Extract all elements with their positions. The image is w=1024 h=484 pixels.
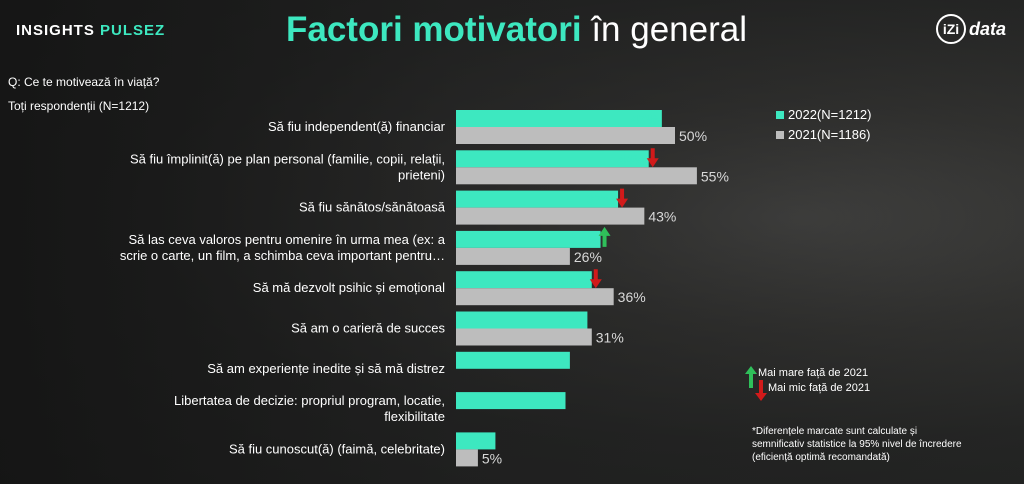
legend-swatch-2021: [776, 131, 784, 139]
data-label-2022: 37%: [587, 192, 616, 208]
izi-data-logo: iZi data: [936, 14, 1006, 44]
category-label: Să fiu sănătos/sănătoasă: [299, 200, 446, 215]
category-label: Să am experiențe inedite și să mă distre…: [207, 361, 445, 376]
category-label: Să mă dezvolt psihic și emoțional: [253, 280, 445, 295]
down-arrow-icon: [589, 269, 602, 289]
brand-part1: INSIGHTS: [16, 22, 95, 39]
up-arrow-icon: [598, 226, 611, 247]
data-label-2022: 33%: [570, 232, 599, 248]
category-label: Să am o carieră de succes: [291, 321, 445, 336]
down-arrow-icon: [755, 380, 767, 401]
title-rest: în general: [581, 10, 748, 49]
bar-2022: [456, 311, 588, 329]
bar-2021: [456, 247, 570, 265]
legend-label-2021: 2021(N=1186): [788, 127, 871, 142]
bar-2022: [456, 351, 570, 369]
category-label: flexibilitate: [384, 409, 445, 424]
brand-part2: PULSEZ: [100, 22, 166, 39]
bar-2022: [456, 150, 649, 168]
page-title: Factori motivatori în general: [286, 10, 747, 50]
up-arrow-icon: [745, 366, 757, 388]
bar-2022: [456, 230, 601, 248]
category-label: Să las ceva valoros pentru omenire în ur…: [129, 232, 446, 247]
data-label-2022: 47%: [631, 111, 660, 127]
bar-2022: [456, 392, 566, 410]
base-text: Toți respondenții (N=1212): [8, 99, 150, 113]
down-arrow-icon: [646, 148, 659, 168]
bar-2021: [456, 449, 478, 467]
category-label: Să fiu împlinit(ă) pe plan personal (fam…: [130, 151, 445, 166]
category-label: Să fiu cunoscut(ă) (faimă, celebritate): [229, 441, 445, 456]
data-label-2021: 50%: [679, 128, 707, 144]
logo-text: data: [969, 18, 1007, 39]
question-text: Q: Ce te motivează în viață?: [8, 75, 160, 89]
data-label-2021: 43%: [648, 209, 676, 225]
category-label: scrie o carte, un film, a schimba ceva i…: [120, 248, 445, 263]
bar-2022: [456, 271, 592, 289]
question-block: Q: Ce te motivează în viață? Toți respon…: [8, 70, 159, 118]
data-label-2022: 31%: [561, 272, 590, 288]
bar-2022: [456, 432, 496, 450]
legend-item-2022: 2022(N=1212): [776, 105, 871, 125]
data-label-2021: 36%: [618, 289, 646, 305]
footnote: *Diferențele marcate sunt calculate și s…: [752, 426, 962, 463]
data-label-2021: 26%: [574, 249, 602, 265]
category-label: Libertatea de decizie: propriul program,…: [174, 393, 445, 408]
bar-2021: [456, 127, 675, 144]
data-label-2022: 26%: [539, 353, 568, 369]
brand-logo: INSIGHTS PULSEZ: [16, 22, 165, 39]
data-label-2021: 31%: [596, 330, 624, 346]
legend-label-2022: 2022(N=1212): [788, 107, 872, 122]
data-label-2022: 25%: [534, 393, 563, 409]
logo-mark: iZi: [936, 14, 966, 44]
title-accent: Factori motivatori: [286, 10, 582, 49]
sig-down-label: Mai mic față de 2021: [768, 382, 871, 394]
legend-item-2021: 2021(N=1186): [776, 125, 871, 145]
bar-2022: [456, 110, 662, 127]
data-label-2022: 9%: [472, 433, 493, 449]
bar-2021: [456, 328, 592, 346]
bar-2021: [456, 207, 645, 225]
data-label-2022: 44%: [618, 151, 647, 167]
category-label: Să fiu independent(ă) financiar: [268, 119, 446, 134]
bar-2021: [456, 288, 614, 306]
bar-2022: [456, 190, 619, 208]
sig-up-label: Mai mare față de 2021: [758, 367, 869, 379]
bar-2021: [456, 167, 697, 185]
data-label-2022: 30%: [556, 313, 585, 329]
significance-legend: Mai mare față de 2021 Mai mic față de 20…: [744, 366, 871, 401]
data-label-2021: 5%: [482, 450, 502, 466]
down-arrow-icon: [616, 188, 629, 208]
category-label: prieteni): [398, 167, 445, 182]
legend-swatch-2022: [776, 111, 784, 119]
data-label-2021: 55%: [701, 168, 729, 184]
chart-legend: 2022(N=1212) 2021(N=1186): [776, 105, 871, 145]
